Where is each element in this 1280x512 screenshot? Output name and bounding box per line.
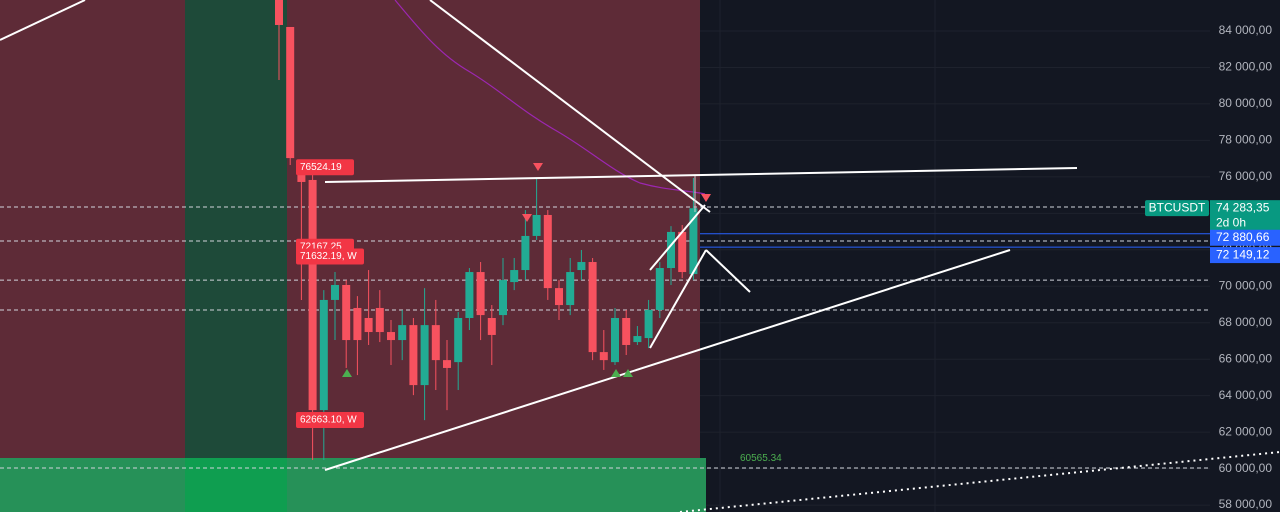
candles-layer [275,0,698,461]
annotation-label: 60565.34 [740,453,782,464]
candle-body [286,26,295,159]
annotation-box [296,412,364,429]
trendline [705,249,751,293]
candle-body [409,325,418,386]
y-tick-label: 80 000,00 [1219,96,1273,110]
candle-body [431,325,440,361]
candle-body [353,307,362,341]
trendline [324,249,1011,471]
y-tick-label: 66 000,00 [1219,351,1273,365]
signals [342,163,711,377]
candle-body [644,309,653,339]
y-tick-label: 60 000,00 [1219,461,1273,475]
annotation-label: 76524.19 [300,162,342,173]
candle-body [476,272,485,316]
trendline [649,249,707,349]
dotted-line [679,451,1280,512]
candle-body [655,268,664,310]
candle-body [588,262,597,353]
y-tick-label: 62 000,00 [1219,424,1273,438]
candle-body [398,325,407,341]
y-tick-label: 70 000,00 [1219,278,1273,292]
candle-body [443,360,451,368]
y-tick-label: 82 000,00 [1219,60,1273,74]
green-box [0,458,706,512]
countdown-label: 2d 0h [1216,215,1246,229]
green-box-strip [185,458,287,512]
candle-body [454,317,463,363]
trendline [0,0,86,41]
candle-body [420,325,429,386]
sell-signal [533,163,543,171]
price-tag-label: 72 149,12 [1216,247,1270,261]
candle-body [611,317,619,363]
candle-body [319,299,328,411]
candle-body [487,317,496,335]
red-zone [0,0,700,458]
candle-body [364,317,373,333]
annotation-label: 72167.25 [300,241,342,252]
price-tag [1210,247,1280,264]
y-tick-label: 76 000,00 [1219,169,1273,183]
candle-body [375,307,384,333]
green-zone [185,0,287,458]
price-tag-label: 72 880,66 [1216,230,1270,244]
symbol-tag [1145,200,1209,217]
candle-body [499,280,507,316]
price-tag [1210,229,1280,246]
candle-body [667,231,675,269]
candle-body [521,235,530,271]
buy-signal [623,369,633,377]
annotation-box [296,159,354,176]
candle-body [689,208,698,275]
candle-body [275,0,283,25]
sell-signal [701,194,711,202]
trendline [324,167,1078,183]
y-tick-label: 84 000,00 [1219,23,1273,37]
y-tick-label: 78 000,00 [1219,133,1273,147]
price-axis: 58 000,00 60 000,00 62 000,00 64 000,00 66 0… [1145,23,1280,511]
symbol-label: BTCUSDT [1149,200,1206,214]
trendline [649,204,706,271]
y-tick-label: 64 000,00 [1219,388,1273,402]
candle-body [342,284,351,341]
candle-body [387,332,395,341]
annotation-label: 62663.10, W [300,415,357,426]
buy-signal [342,369,352,377]
candle-body [465,272,474,318]
y-tick-label: 68 000,00 [1219,315,1273,329]
candle-body [532,214,541,236]
annotation-label: 71632.19, W [300,251,357,262]
candle-body [577,262,586,271]
last-price-tag [1210,200,1280,232]
candle-body [555,288,563,306]
y-tick-label: 58 000,00 [1219,497,1273,511]
buy-signal [611,369,621,377]
candle-body [599,352,608,361]
moving-average [394,0,706,195]
candle-body [308,179,317,411]
sell-signal [522,214,532,222]
last-price-label: 74 283,35 [1216,200,1270,214]
candle-body [678,231,687,273]
candle-body [510,270,519,283]
annotation-box [296,248,364,265]
levels-layer [0,206,1210,469]
candle-body [566,272,575,306]
candle-body [543,214,552,289]
candle-body [331,284,339,300]
candle-body [633,336,642,343]
candle-body [622,317,631,345]
